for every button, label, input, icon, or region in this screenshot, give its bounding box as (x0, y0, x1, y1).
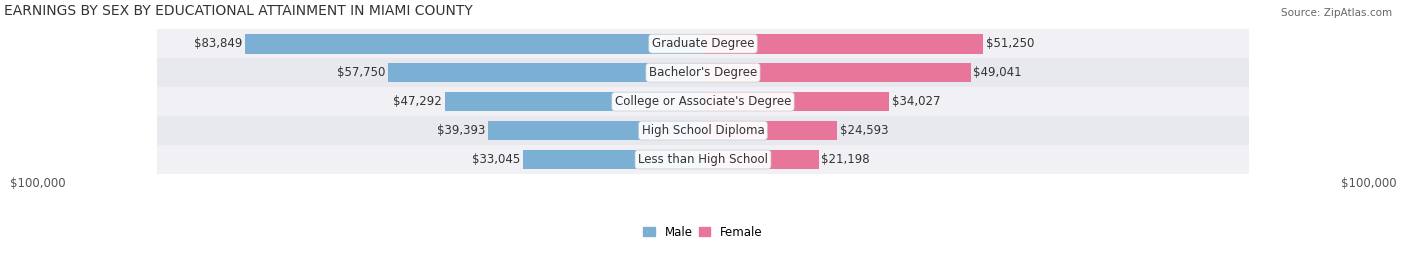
Bar (703, 150, 818, 169)
Bar (157, 145, 1249, 174)
Text: $100,000: $100,000 (10, 177, 65, 190)
Text: Bachelor's Degree: Bachelor's Degree (650, 66, 756, 79)
Bar (444, 92, 703, 111)
Bar (157, 87, 1249, 116)
Bar (703, 63, 970, 83)
Text: $49,041: $49,041 (973, 66, 1022, 79)
Text: EARNINGS BY SEX BY EDUCATIONAL ATTAINMENT IN MIAMI COUNTY: EARNINGS BY SEX BY EDUCATIONAL ATTAINMEN… (4, 4, 472, 18)
Bar (157, 58, 1249, 87)
Text: High School Diploma: High School Diploma (641, 124, 765, 137)
Text: $100,000: $100,000 (1341, 177, 1396, 190)
Bar (388, 63, 703, 83)
Legend: Male, Female: Male, Female (644, 226, 762, 239)
Text: $83,849: $83,849 (194, 37, 242, 50)
Text: Graduate Degree: Graduate Degree (652, 37, 754, 50)
Bar (523, 150, 703, 169)
Text: $39,393: $39,393 (437, 124, 485, 137)
Bar (245, 34, 703, 54)
Text: $34,027: $34,027 (891, 95, 941, 108)
Text: $24,593: $24,593 (839, 124, 889, 137)
Bar (703, 92, 889, 111)
Text: $51,250: $51,250 (986, 37, 1033, 50)
Text: Less than High School: Less than High School (638, 153, 768, 166)
Bar (703, 121, 837, 140)
Text: $21,198: $21,198 (821, 153, 870, 166)
Bar (157, 29, 1249, 58)
Text: $47,292: $47,292 (394, 95, 441, 108)
Bar (157, 116, 1249, 145)
Text: $57,750: $57,750 (336, 66, 385, 79)
Bar (703, 34, 983, 54)
Bar (488, 121, 703, 140)
Text: $33,045: $33,045 (471, 153, 520, 166)
Text: College or Associate's Degree: College or Associate's Degree (614, 95, 792, 108)
Text: Source: ZipAtlas.com: Source: ZipAtlas.com (1281, 8, 1392, 18)
